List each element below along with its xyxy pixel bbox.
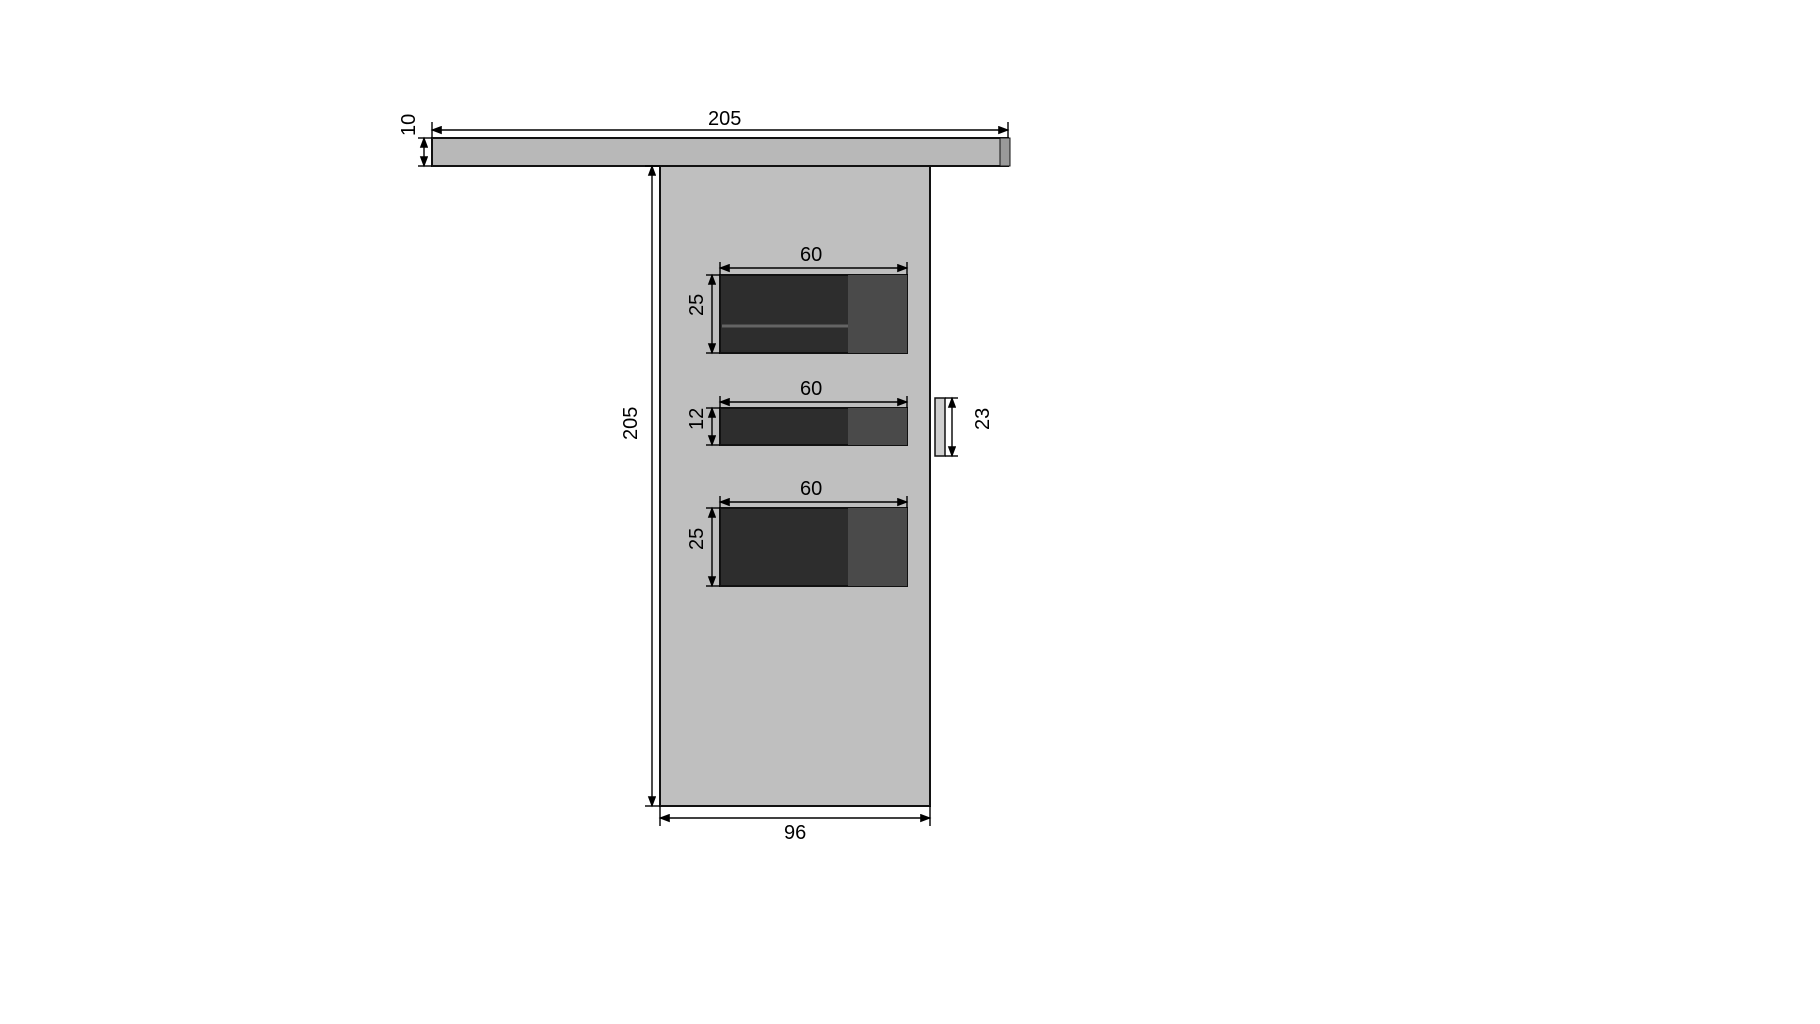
dim-handle-h: 23 — [972, 408, 995, 430]
dim-panel3-w: 60 — [800, 478, 822, 501]
dim-panel1-h: 25 — [686, 294, 709, 316]
diagram-svg — [0, 0, 1820, 1024]
dim-panel3-h: 25 — [686, 528, 709, 550]
dim-rail-width: 205 — [708, 108, 741, 131]
dim-panel1-w: 60 — [800, 244, 822, 267]
panel-2 — [720, 408, 907, 445]
dim-rail-height: 10 — [398, 114, 421, 136]
panel-3 — [720, 508, 907, 586]
door-body — [660, 166, 930, 806]
dim-panel2-h: 12 — [686, 408, 709, 430]
dim-door-height: 205 — [620, 407, 643, 440]
dim-panel2-w: 60 — [800, 378, 822, 401]
panel-1 — [720, 275, 907, 353]
top-rail — [432, 138, 1010, 166]
dim-door-width: 96 — [784, 822, 806, 845]
diagram-stage: 205 10 205 96 60 25 60 12 60 25 23 — [0, 0, 1820, 1024]
door-handle — [935, 398, 945, 456]
